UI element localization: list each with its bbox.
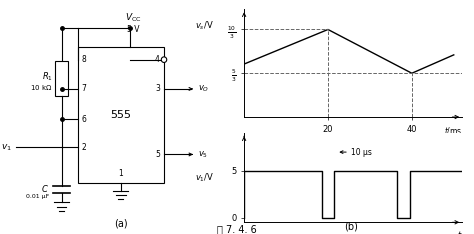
Text: 10 μs: 10 μs: [351, 148, 372, 157]
Text: 4: 4: [155, 55, 160, 64]
Bar: [78, 47, 164, 183]
Text: (b): (b): [344, 222, 358, 232]
Text: 7: 7: [82, 84, 87, 93]
Text: 0.01 μF: 0.01 μF: [26, 194, 49, 199]
Text: $V_{\mathrm{CC}}$: $V_{\mathrm{CC}}$: [125, 12, 142, 24]
Text: 2: 2: [82, 143, 86, 152]
Text: $C$: $C$: [41, 183, 49, 194]
Bar: [55, 61, 68, 96]
Text: $v_5$: $v_5$: [198, 149, 208, 160]
Circle shape: [161, 57, 167, 62]
Text: (a): (a): [114, 218, 128, 228]
Text: $t$: $t$: [456, 229, 462, 234]
Text: 3: 3: [155, 84, 160, 93]
Text: $t$/ms: $t$/ms: [444, 125, 462, 136]
Text: $v_O$: $v_O$: [198, 84, 210, 94]
Text: $v_1$: $v_1$: [1, 142, 11, 153]
Text: 图 7. 4. 6: 图 7. 4. 6: [217, 224, 257, 234]
Text: 6: 6: [82, 115, 87, 124]
Text: 1: 1: [118, 169, 123, 178]
Text: 555: 555: [110, 110, 131, 120]
Y-axis label: $v_s$/V: $v_s$/V: [195, 19, 214, 32]
Text: $R_1$: $R_1$: [42, 71, 53, 84]
Text: 5 V: 5 V: [127, 25, 139, 33]
Text: 8: 8: [82, 55, 86, 64]
Text: 10 k$\Omega$: 10 k$\Omega$: [30, 83, 53, 92]
Y-axis label: $v_1$/V: $v_1$/V: [195, 172, 215, 184]
Text: 5: 5: [155, 150, 160, 159]
